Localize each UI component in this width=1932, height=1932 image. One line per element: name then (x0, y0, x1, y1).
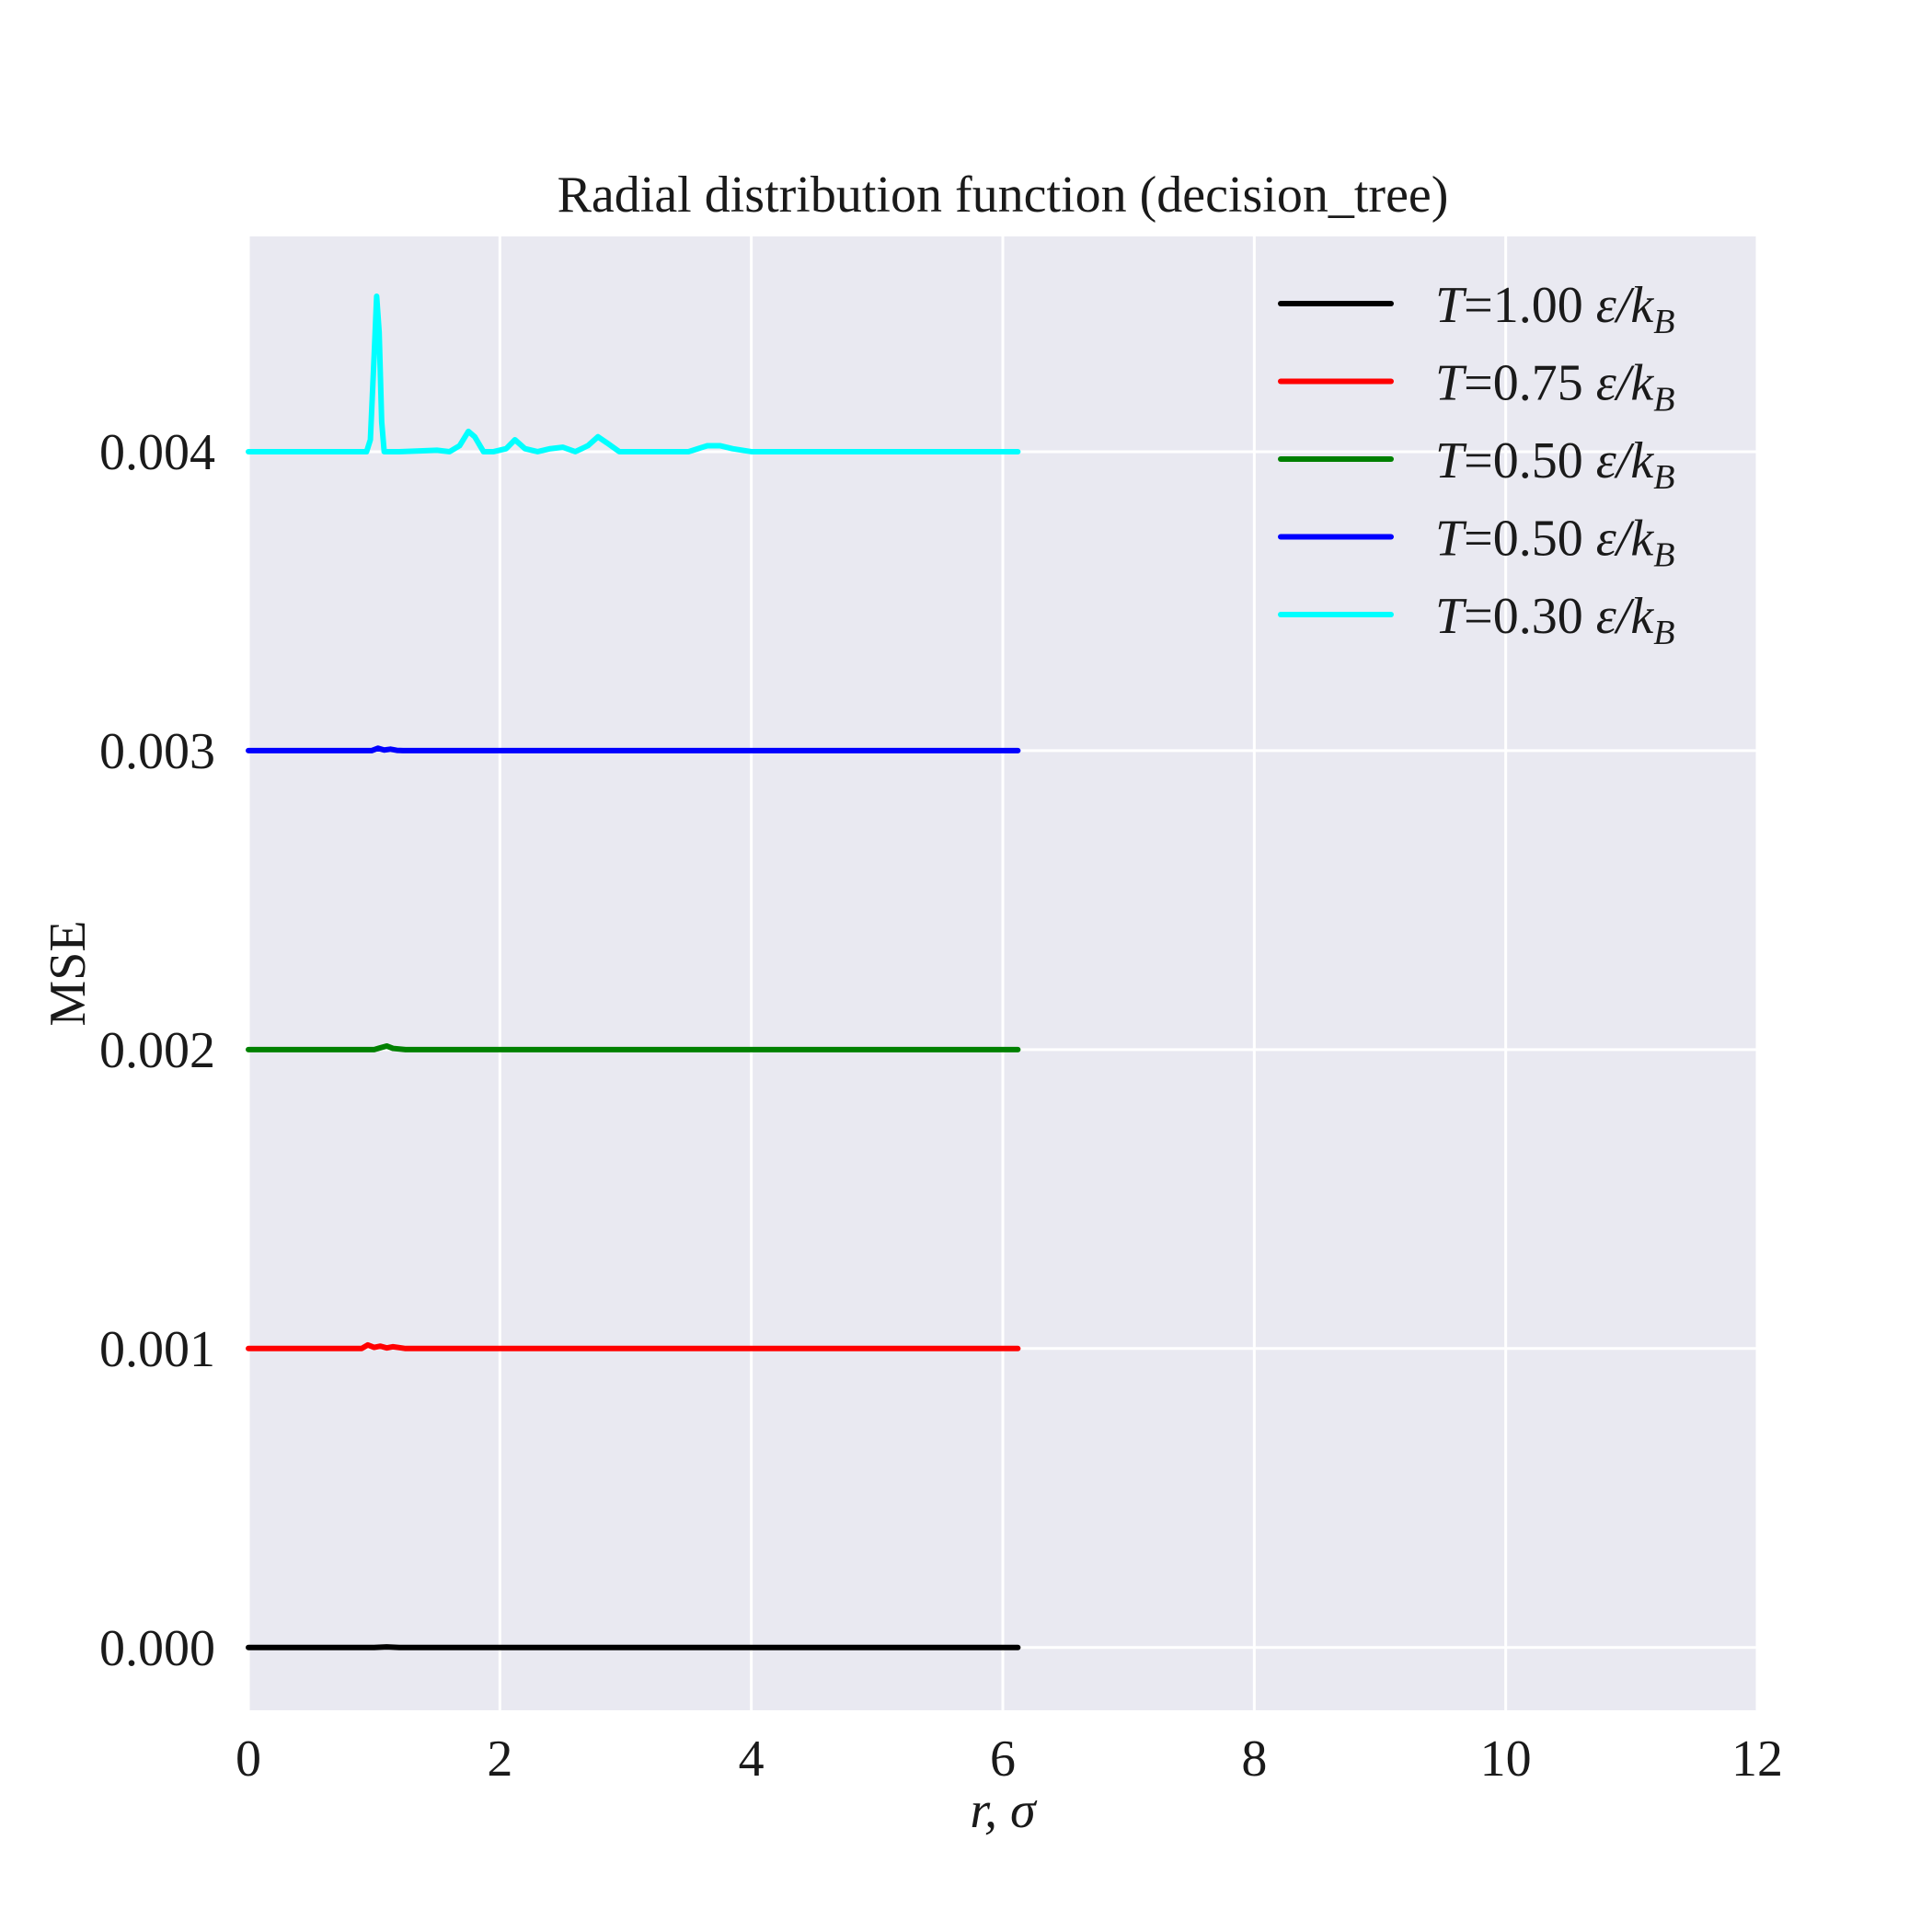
x-axis-label: r, σ (970, 1782, 1038, 1839)
y-axis-label: MSE (40, 920, 97, 1026)
legend-entry: T=0.50 ε/kB (1435, 511, 1674, 575)
series-line (246, 745, 1021, 753)
series-line (246, 1042, 1021, 1052)
x-axis-label-text: r, σ (970, 1782, 1038, 1839)
y-tick-label: 0.004 (99, 424, 215, 481)
series-line (246, 1341, 1021, 1351)
legend-entry: T=0.30 ε/kB (1435, 588, 1674, 652)
series-line (246, 293, 1021, 454)
x-tick-label: 12 (1731, 1731, 1783, 1788)
series-line (246, 1644, 1021, 1650)
x-tick-label: 0 (236, 1731, 261, 1788)
legend-entry: T=0.50 ε/kB (1435, 432, 1674, 497)
x-tick-label: 4 (739, 1731, 765, 1788)
x-tick-label: 6 (990, 1731, 1016, 1788)
series-lines (246, 293, 1021, 1650)
y-axis-ticks: 0.000 0.001 0.002 0.003 0.004 (99, 424, 215, 1677)
x-axis-ticks: 0 2 4 6 8 10 12 (236, 1731, 1783, 1788)
chart-title: Radial distribution function (decision_t… (558, 167, 1449, 224)
y-tick-label: 0.001 (99, 1321, 215, 1378)
x-tick-label: 10 (1480, 1731, 1532, 1788)
y-tick-label: 0.003 (99, 723, 215, 780)
legend-entry: T=0.75 ε/kB (1435, 355, 1674, 420)
y-tick-label: 0.000 (99, 1620, 215, 1677)
x-tick-label: 2 (487, 1731, 512, 1788)
x-tick-label: 8 (1241, 1731, 1267, 1788)
y-tick-label: 0.002 (99, 1022, 215, 1079)
legend-entry: T=1.00 ε/kB (1435, 277, 1674, 341)
legend: T=1.00 ε/kB T=0.75 ε/kB T=0.50 ε/kB T=0.50 … (1278, 277, 1674, 652)
